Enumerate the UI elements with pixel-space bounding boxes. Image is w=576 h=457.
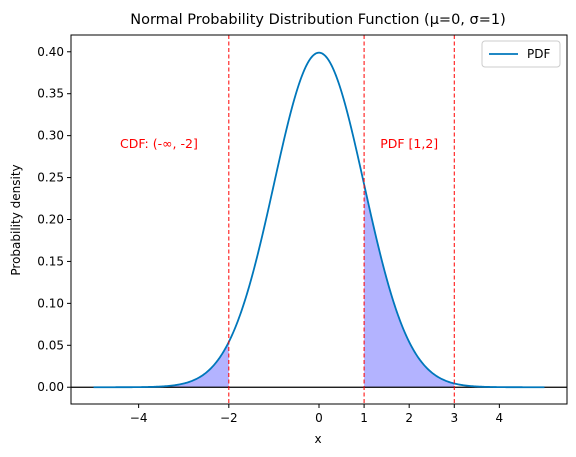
y-tick-label: 0.10 [37,296,64,310]
y-tick-label: 0.20 [37,213,64,227]
x-tick-label: 2 [405,411,413,425]
shaded-region-2 [364,184,455,388]
y-tick-label: 0.00 [37,380,64,394]
y-tick-label: 0.05 [37,338,64,352]
x-tick-label: 4 [496,411,504,425]
pdf-curve [93,51,545,389]
y-tick-label: 0.40 [37,45,64,59]
chart-title: Normal Probability Distribution Function… [130,12,506,28]
legend-box [481,40,561,68]
legend: PDF [481,40,561,68]
y-axis-label: Probability density [9,164,23,275]
y-tick-label: 0.35 [37,87,64,101]
legend-label-pdf: PDF [527,47,550,61]
x-tick-label: 0 [315,411,323,425]
y-tick-label: 0.15 [37,254,64,268]
x-tick-label: 1 [360,411,368,425]
y-tick-label: 0.30 [37,129,64,143]
y-axis-ticks: 0.00 0.05 0.10 0.15 0.20 0.25 0.30 0.35 0.40 [37,45,71,394]
annotation-1: CDF: (-∞, -2] [120,136,198,151]
x-tick-label: −2 [220,411,238,425]
plot-frame [70,34,568,405]
annotation-2: PDF [1,2] [380,136,438,151]
x-axis-ticks: −4 −2 0 1 2 3 4 [130,404,503,425]
x-tick-label: 3 [450,411,458,425]
shaded-region-1 [93,341,229,388]
y-tick-label: 0.25 [37,171,64,185]
x-tick-label: −4 [130,411,148,425]
x-axis-label: x [314,432,321,446]
plot-area: CDF: (-∞, -2] PDF [1,2] [70,34,568,405]
